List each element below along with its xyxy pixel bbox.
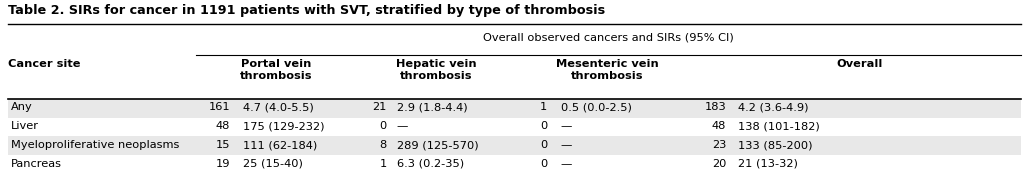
Text: 21 (13-32): 21 (13-32)	[738, 159, 798, 169]
Text: 138 (101-182): 138 (101-182)	[738, 121, 819, 131]
Text: 48: 48	[216, 121, 230, 131]
Text: 15: 15	[216, 140, 230, 150]
FancyBboxPatch shape	[8, 117, 1021, 136]
Text: 21: 21	[372, 102, 387, 112]
Text: 23: 23	[712, 140, 726, 150]
Text: 0: 0	[540, 121, 547, 131]
Text: Mesenteric vein
thrombosis: Mesenteric vein thrombosis	[555, 59, 659, 81]
Text: Overall observed cancers and SIRs (95% CI): Overall observed cancers and SIRs (95% C…	[483, 33, 735, 43]
Text: Myeloproliferative neoplasms: Myeloproliferative neoplasms	[11, 140, 180, 150]
FancyBboxPatch shape	[8, 136, 1021, 155]
Text: 0: 0	[540, 159, 547, 169]
Text: 6.3 (0.2-35): 6.3 (0.2-35)	[397, 159, 464, 169]
Text: 25 (15-40): 25 (15-40)	[243, 159, 304, 169]
Text: 19: 19	[216, 159, 230, 169]
Text: Cancer site: Cancer site	[8, 59, 81, 69]
FancyBboxPatch shape	[8, 155, 1021, 171]
Text: 8: 8	[380, 140, 387, 150]
Text: 161: 161	[209, 102, 230, 112]
Text: Portal vein
thrombosis: Portal vein thrombosis	[240, 59, 312, 81]
Text: —: —	[561, 121, 572, 131]
Text: 133 (85-200): 133 (85-200)	[738, 140, 812, 150]
Text: 0: 0	[540, 140, 547, 150]
FancyBboxPatch shape	[8, 98, 1021, 117]
Text: 2.9 (1.8-4.4): 2.9 (1.8-4.4)	[397, 102, 468, 112]
Text: 289 (125-570): 289 (125-570)	[397, 140, 479, 150]
Text: 0.5 (0.0-2.5): 0.5 (0.0-2.5)	[561, 102, 631, 112]
Text: 1: 1	[380, 159, 387, 169]
Text: Any: Any	[11, 102, 33, 112]
Text: Liver: Liver	[11, 121, 39, 131]
Text: 20: 20	[712, 159, 726, 169]
Text: Overall: Overall	[836, 59, 883, 69]
Text: 111 (62-184): 111 (62-184)	[243, 140, 318, 150]
Text: 48: 48	[712, 121, 726, 131]
Text: Hepatic vein
thrombosis: Hepatic vein thrombosis	[396, 59, 477, 81]
Text: 4.2 (3.6-4.9): 4.2 (3.6-4.9)	[738, 102, 808, 112]
Text: —: —	[561, 140, 572, 150]
Text: —: —	[561, 159, 572, 169]
Text: —: —	[397, 121, 408, 131]
Text: 4.7 (4.0-5.5): 4.7 (4.0-5.5)	[243, 102, 314, 112]
Text: Pancreas: Pancreas	[11, 159, 62, 169]
Text: 183: 183	[705, 102, 726, 112]
Text: Table 2. SIRs for cancer in 1191 patients with SVT, stratified by type of thromb: Table 2. SIRs for cancer in 1191 patient…	[8, 4, 606, 17]
Text: 1: 1	[540, 102, 547, 112]
Text: 175 (129-232): 175 (129-232)	[243, 121, 325, 131]
Text: 0: 0	[380, 121, 387, 131]
